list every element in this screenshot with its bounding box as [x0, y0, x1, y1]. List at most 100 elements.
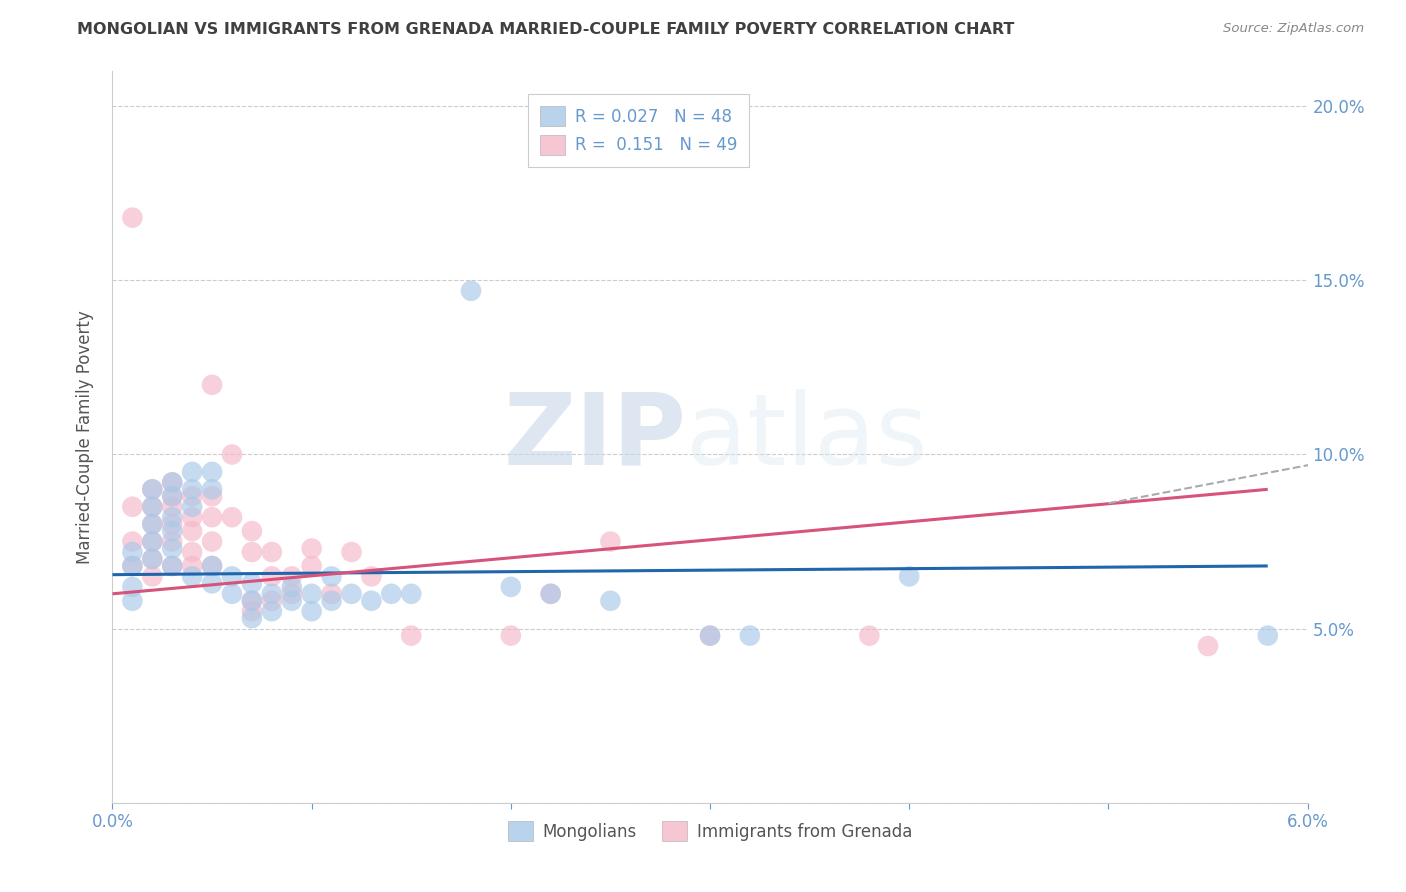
Point	[240, 594, 263, 608]
Point	[162, 489, 183, 503]
Point	[260, 545, 283, 559]
Point	[162, 558, 183, 573]
Point	[240, 604, 263, 618]
Point	[281, 594, 304, 608]
Point	[181, 524, 204, 538]
Point	[121, 211, 143, 225]
Point	[141, 500, 163, 514]
Point	[201, 489, 224, 503]
Point	[141, 517, 163, 532]
Point	[260, 604, 283, 618]
Point	[201, 558, 224, 573]
Point	[858, 629, 880, 643]
Point	[201, 510, 224, 524]
Point	[499, 580, 522, 594]
Point	[141, 500, 163, 514]
Point	[181, 558, 204, 573]
Point	[240, 594, 263, 608]
Point	[162, 475, 183, 490]
Point	[1197, 639, 1219, 653]
Point	[898, 569, 921, 583]
Point	[141, 534, 163, 549]
Point	[401, 587, 423, 601]
Point	[201, 558, 224, 573]
Point	[281, 569, 304, 583]
Point	[540, 587, 562, 601]
Point	[460, 284, 482, 298]
Point	[162, 489, 183, 503]
Point	[738, 629, 761, 643]
Point	[240, 545, 263, 559]
Point	[121, 558, 143, 573]
Point	[181, 489, 204, 503]
Point	[162, 534, 183, 549]
Point	[121, 580, 143, 594]
Point	[281, 587, 304, 601]
Point	[301, 587, 323, 601]
Point	[141, 517, 163, 532]
Point	[201, 377, 224, 392]
Point	[201, 483, 224, 497]
Point	[401, 629, 423, 643]
Point	[360, 594, 382, 608]
Text: Source: ZipAtlas.com: Source: ZipAtlas.com	[1223, 22, 1364, 36]
Point	[221, 448, 243, 462]
Point	[240, 524, 263, 538]
Point	[162, 475, 183, 490]
Point	[340, 545, 363, 559]
Point	[699, 629, 721, 643]
Point	[181, 569, 204, 583]
Point	[499, 629, 522, 643]
Point	[141, 483, 163, 497]
Text: MONGOLIAN VS IMMIGRANTS FROM GRENADA MARRIED-COUPLE FAMILY POVERTY CORRELATION C: MONGOLIAN VS IMMIGRANTS FROM GRENADA MAR…	[77, 22, 1015, 37]
Legend: Mongolians, Immigrants from Grenada: Mongolians, Immigrants from Grenada	[496, 809, 924, 853]
Point	[181, 500, 204, 514]
Point	[141, 534, 163, 549]
Text: atlas: atlas	[686, 389, 928, 485]
Point	[141, 483, 163, 497]
Point	[141, 569, 163, 583]
Y-axis label: Married-Couple Family Poverty: Married-Couple Family Poverty	[76, 310, 94, 564]
Point	[162, 510, 183, 524]
Point	[301, 558, 323, 573]
Point	[221, 510, 243, 524]
Point	[380, 587, 402, 601]
Point	[240, 611, 263, 625]
Point	[260, 569, 283, 583]
Point	[240, 576, 263, 591]
Point	[181, 483, 204, 497]
Point	[181, 545, 204, 559]
Point	[540, 587, 562, 601]
Point	[181, 465, 204, 479]
Point	[301, 541, 323, 556]
Point	[141, 552, 163, 566]
Point	[121, 558, 143, 573]
Point	[360, 569, 382, 583]
Point	[201, 465, 224, 479]
Point	[221, 587, 243, 601]
Point	[121, 545, 143, 559]
Text: ZIP: ZIP	[503, 389, 686, 485]
Point	[321, 587, 343, 601]
Point	[260, 587, 283, 601]
Point	[599, 534, 621, 549]
Point	[201, 534, 224, 549]
Point	[1257, 629, 1279, 643]
Point	[321, 594, 343, 608]
Point	[301, 604, 323, 618]
Point	[121, 500, 143, 514]
Point	[162, 524, 183, 538]
Point	[162, 541, 183, 556]
Point	[181, 510, 204, 524]
Point	[699, 629, 721, 643]
Point	[340, 587, 363, 601]
Point	[162, 558, 183, 573]
Point	[121, 594, 143, 608]
Point	[141, 552, 163, 566]
Point	[599, 594, 621, 608]
Point	[201, 576, 224, 591]
Point	[162, 517, 183, 532]
Point	[221, 569, 243, 583]
Point	[281, 580, 304, 594]
Point	[162, 500, 183, 514]
